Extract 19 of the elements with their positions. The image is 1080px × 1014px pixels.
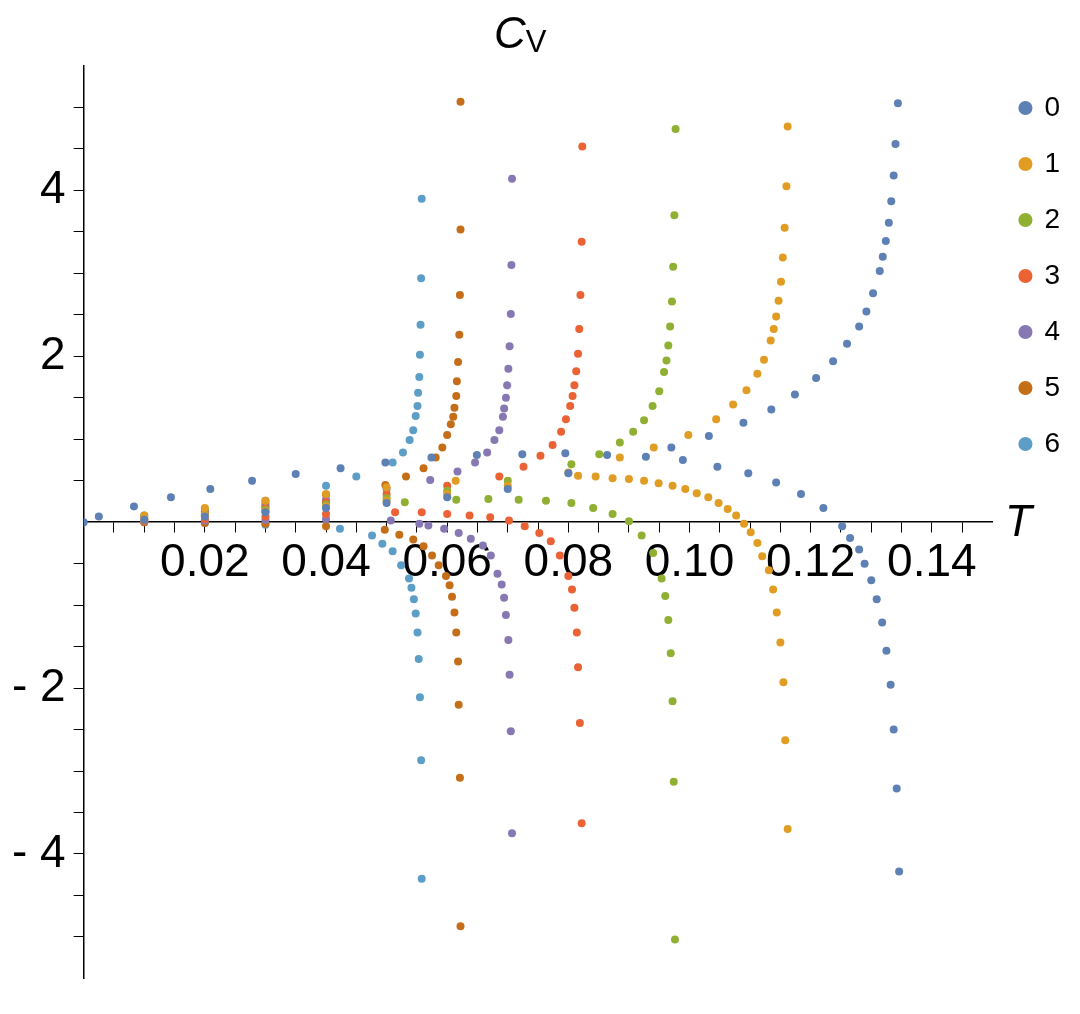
legend-label: 5 [1044, 370, 1061, 402]
legend-label: 0 [1044, 90, 1061, 122]
legend-label: 4 [1044, 314, 1061, 346]
x-tick-label: 0.04 [281, 534, 371, 587]
y-tick-label: - 2 [11, 658, 66, 711]
x-tick-label: 0.02 [160, 534, 250, 587]
x-tick-label: 0.06 [402, 534, 492, 587]
legend-label: 6 [1044, 426, 1061, 458]
x-tick-label: 0.08 [523, 534, 614, 587]
y-tick-label: 4 [40, 161, 66, 214]
x-tick-label: 0.10 [644, 534, 735, 587]
y-tick-label: - 4 [11, 824, 66, 877]
legend-label: 2 [1044, 202, 1061, 234]
x-axis-title: T [1004, 496, 1035, 546]
x-tick-label: 0.12 [765, 534, 856, 587]
y-tick-label: 2 [40, 327, 66, 379]
legend-label: 1 [1044, 146, 1061, 178]
legend-label: 3 [1044, 258, 1061, 290]
x-tick-label: 0.14 [887, 534, 977, 587]
